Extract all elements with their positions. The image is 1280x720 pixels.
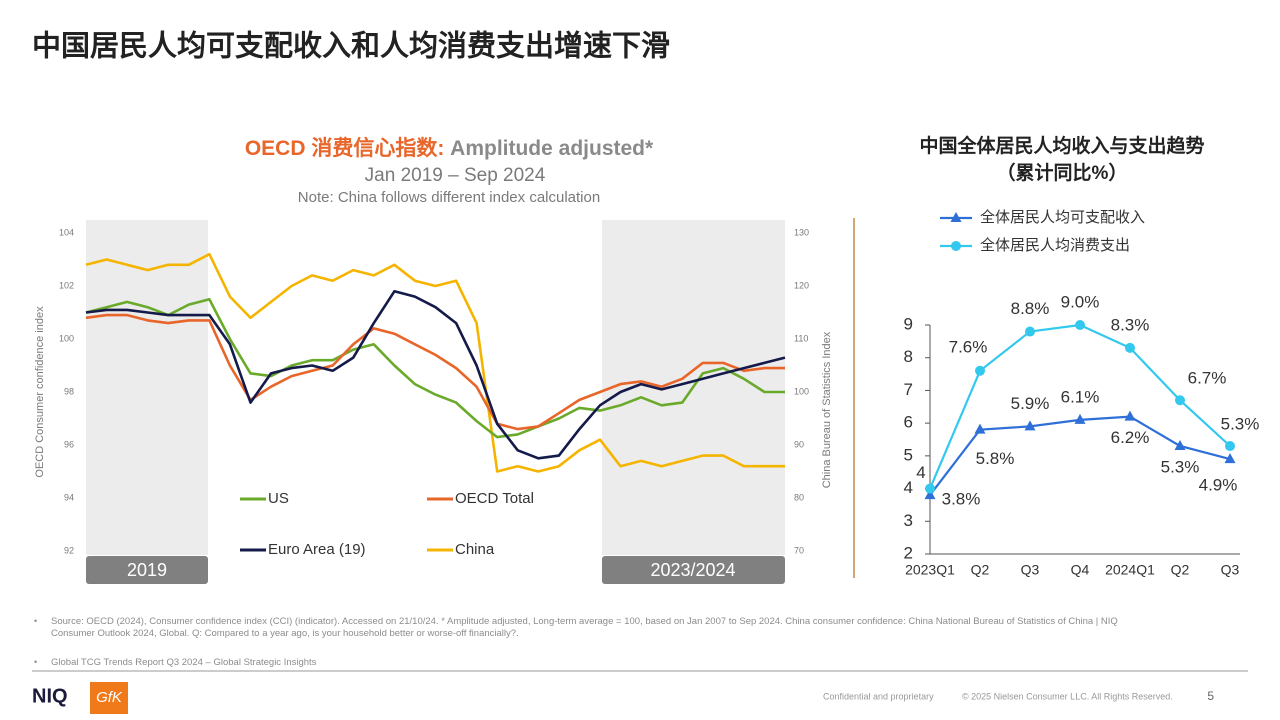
logo-box bbox=[90, 682, 128, 714]
y-tick-label: 100 bbox=[59, 333, 74, 343]
data-label: 6.1% bbox=[1061, 387, 1100, 406]
data-label: 8.3% bbox=[1111, 315, 1150, 334]
data-point bbox=[924, 489, 936, 500]
period-label: 2023/2024 bbox=[650, 560, 735, 580]
data-point bbox=[1124, 410, 1136, 421]
bullet: • bbox=[34, 616, 38, 626]
footnote: Source: OECD (2024), Consumer confidence… bbox=[51, 616, 1118, 639]
series-line bbox=[85, 252, 785, 473]
data-label: 9.0% bbox=[1061, 292, 1100, 311]
y-tick-label: 4 bbox=[904, 478, 913, 497]
y-tick-label: 102 bbox=[59, 280, 74, 290]
period-box bbox=[86, 556, 208, 584]
data-point bbox=[975, 365, 985, 376]
y-tick-label: 7 bbox=[904, 380, 913, 399]
bullet: • bbox=[34, 657, 38, 667]
series-line bbox=[85, 298, 785, 439]
slide-title: 中国居民人均可支配收入和人均消费支出增速下滑 bbox=[32, 30, 670, 63]
chart-note: Note: China follows different index calc… bbox=[298, 189, 600, 206]
page-number: 5 bbox=[1207, 689, 1214, 703]
y-tick-label: 104 bbox=[59, 227, 74, 237]
period-label: 2019 bbox=[127, 560, 167, 580]
y2-tick-label: 70 bbox=[794, 545, 804, 555]
y-tick-label: 98 bbox=[64, 386, 74, 396]
series-line bbox=[85, 313, 785, 431]
data-point bbox=[1225, 441, 1235, 452]
legend-marker bbox=[950, 212, 962, 222]
y-tick-label: 6 bbox=[904, 413, 913, 432]
series-line bbox=[85, 290, 786, 460]
period-band bbox=[86, 220, 208, 555]
data-label: 5.8% bbox=[976, 449, 1015, 468]
data-point bbox=[1025, 326, 1035, 337]
y2-tick-label: 90 bbox=[794, 439, 804, 449]
y2-tick-label: 80 bbox=[794, 492, 804, 502]
x-tick-label: Q3 bbox=[1021, 562, 1040, 578]
data-point bbox=[1174, 440, 1186, 451]
data-point bbox=[1074, 413, 1086, 424]
x-tick-label: Q3 bbox=[1221, 562, 1240, 578]
x-tick-label: Q2 bbox=[971, 562, 990, 578]
y-tick-label: 96 bbox=[64, 439, 74, 449]
data-point bbox=[1175, 395, 1185, 406]
y2-tick-label: 120 bbox=[794, 280, 809, 290]
legend-label: China bbox=[455, 541, 495, 558]
chart-title: OECD 消费信心指数: Amplitude adjusted* bbox=[245, 136, 654, 160]
x-tick-label: Q4 bbox=[1071, 562, 1090, 578]
legend-marker bbox=[951, 241, 961, 251]
y-tick-label: 8 bbox=[904, 347, 913, 366]
data-label: 8.8% bbox=[1011, 299, 1050, 318]
y-tick-label: 2 bbox=[904, 543, 913, 562]
title-part: OECD 消费信心指数: bbox=[245, 136, 445, 160]
x-tick-label: 2024Q1 bbox=[1105, 562, 1155, 578]
x-tick-label: Q2 bbox=[1171, 562, 1190, 578]
data-label: 7.6% bbox=[949, 337, 988, 356]
chart-subtitle: Jan 2019 – Sep 2024 bbox=[365, 165, 546, 186]
data-point bbox=[1024, 420, 1036, 431]
data-label: 3.8% bbox=[942, 490, 981, 509]
chart-subtitle: （累计同比%） bbox=[997, 161, 1128, 184]
footer-text: Confidential and proprietary bbox=[823, 691, 934, 701]
data-label: 4.9% bbox=[1199, 476, 1238, 495]
footer-text: © 2025 Nielsen Consumer LLC. All Rights … bbox=[962, 691, 1173, 701]
data-label: 5.3% bbox=[1161, 458, 1200, 477]
data-point bbox=[925, 483, 935, 494]
data-point bbox=[1125, 342, 1135, 353]
y2-axis-label: China Bureau of Statistics Index bbox=[821, 331, 833, 488]
data-label: 6.7% bbox=[1188, 369, 1227, 388]
y2-tick-label: 110 bbox=[794, 333, 808, 343]
y-axis-label: OECD Consumer confidence index bbox=[34, 306, 46, 478]
data-label: 5.9% bbox=[1011, 394, 1050, 413]
period-box bbox=[602, 556, 785, 584]
y-tick-label: 92 bbox=[64, 545, 74, 555]
data-label: 5.3% bbox=[1221, 415, 1260, 434]
y-tick-label: 5 bbox=[904, 445, 913, 464]
legend-label: 全体居民人均可支配收入 bbox=[980, 208, 1145, 226]
legend-label: US bbox=[268, 490, 289, 507]
title-part: Amplitude adjusted* bbox=[450, 137, 654, 160]
y2-tick-label: 130 bbox=[794, 227, 809, 237]
legend-label: OECD Total bbox=[455, 490, 534, 507]
y-tick-label: 94 bbox=[64, 492, 74, 502]
x-tick-label: 2023Q1 bbox=[905, 562, 955, 578]
data-point bbox=[1075, 320, 1085, 330]
logo: GfK bbox=[96, 689, 123, 706]
logo: NIQ bbox=[32, 685, 68, 707]
y-tick-label: 3 bbox=[904, 511, 913, 530]
footnote: Global TCG Trends Report Q3 2024 – Globa… bbox=[51, 657, 317, 668]
data-point bbox=[1224, 453, 1236, 464]
y2-tick-label: 100 bbox=[794, 386, 809, 396]
data-label: 4 bbox=[916, 463, 925, 482]
y-tick-label: 9 bbox=[904, 314, 913, 333]
legend-label: 全体居民人均消费支出 bbox=[980, 236, 1130, 254]
chart-title: 中国全体居民人均收入与支出趋势 bbox=[919, 134, 1204, 157]
data-point bbox=[974, 423, 986, 434]
data-label: 6.2% bbox=[1111, 428, 1150, 447]
legend-label: Euro Area (19) bbox=[268, 541, 366, 558]
